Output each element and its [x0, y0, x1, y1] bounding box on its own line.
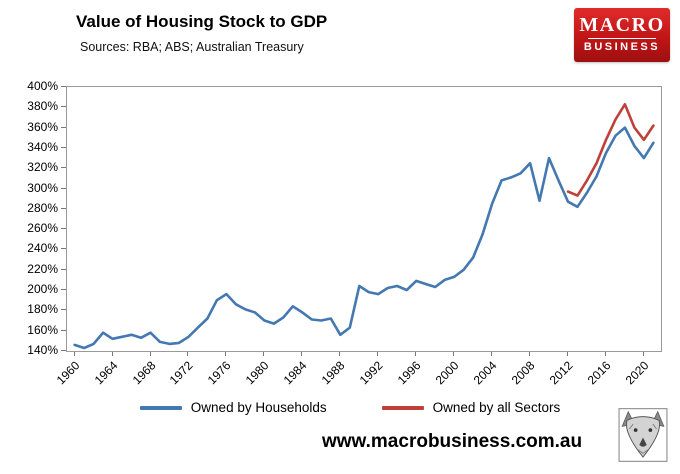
x-axis-label: 1980	[243, 358, 272, 388]
plot-area	[66, 86, 662, 352]
x-axis-label: 2012	[546, 358, 576, 388]
x-axis-tick	[453, 352, 455, 356]
y-axis-label: 180%	[27, 302, 58, 317]
y-axis-tick	[61, 248, 66, 250]
x-axis-label: 2008	[508, 358, 538, 388]
legend-item-all-sectors: Owned by all Sectors	[381, 400, 561, 415]
legend: Owned by Households Owned by all Sectors	[40, 400, 660, 415]
y-axis-tick	[61, 268, 66, 270]
x-axis-label: 2016	[584, 358, 614, 388]
x-axis-label: 1996	[394, 358, 424, 388]
y-axis-label: 400%	[27, 79, 58, 93]
legend-swatch-all-sectors	[381, 405, 424, 410]
x-axis-label: 2020	[622, 358, 652, 388]
legend-swatch-households	[139, 405, 182, 410]
legend-label-all-sectors: Owned by all Sectors	[432, 400, 561, 415]
y-axis-label: 200%	[27, 282, 58, 297]
logo-text-business: BUSINESS	[583, 41, 661, 53]
x-axis-label: 1988	[318, 358, 348, 388]
x-axis-label: 1976	[205, 358, 234, 388]
x-axis-tick	[73, 352, 75, 356]
y-axis-label: 300%	[27, 180, 58, 195]
x-axis-tick	[491, 352, 493, 356]
series-owned-by-households	[73, 126, 655, 350]
x-axis-label: 1964	[91, 358, 121, 388]
y-axis-label: 260%	[27, 221, 58, 236]
x-axis-tick	[339, 352, 341, 356]
y-axis-tick	[61, 126, 66, 128]
x-axis-tick	[604, 352, 606, 356]
x-axis-label: 1968	[129, 358, 158, 388]
y-axis-label: 340%	[27, 139, 58, 154]
logo-divider	[588, 38, 656, 39]
chart-sources: Sources: RBA; ABS; Australian Treasury	[80, 40, 304, 54]
site-url: www.macrobusiness.com.au	[322, 431, 583, 452]
y-axis-tick	[61, 329, 66, 331]
x-axis-label: 1984	[281, 358, 310, 388]
y-axis-tick	[61, 289, 66, 291]
page-title: Value of Housing Stock to GDP	[76, 12, 328, 31]
y-axis-label: 320%	[27, 160, 58, 175]
x-axis-label: 1992	[356, 358, 386, 388]
macrobusiness-logo: MACRO BUSINESS	[574, 8, 670, 62]
x-axis-tick	[225, 352, 227, 356]
legend-item-households: Owned by Households	[139, 400, 327, 415]
x-axis-tick	[415, 352, 417, 356]
line-chart	[73, 102, 655, 350]
y-axis-tick	[61, 207, 66, 209]
y-axis-tick	[61, 309, 66, 311]
y-axis-tick	[61, 350, 66, 351]
y-axis-tick	[61, 86, 66, 87]
y-axis-label: 280%	[27, 200, 58, 215]
y-axis-tick	[61, 228, 66, 230]
x-axis-label: 1972	[167, 358, 196, 388]
x-axis-tick	[642, 352, 644, 356]
x-axis-tick	[111, 352, 113, 356]
chart-area: 400% 380% 360% 340% 320% 300% 280% 260% 240% 220%…	[0, 76, 680, 398]
wolf-logo-icon	[618, 408, 668, 462]
x-axis-tick	[187, 352, 189, 356]
x-axis-tick	[263, 352, 265, 356]
x-axis-tick	[567, 352, 568, 356]
series-owned-by-all-sectors	[566, 102, 655, 197]
y-axis-label: 160%	[27, 322, 58, 337]
y-axis-tick	[61, 167, 66, 169]
y-axis-tick	[61, 106, 66, 108]
x-axis-tick	[529, 352, 531, 356]
y-axis-label: 140%	[27, 343, 58, 357]
x-axis-tick	[301, 352, 303, 356]
x-axis-label: 1960	[53, 358, 83, 388]
x-axis-tick	[149, 352, 151, 356]
y-axis-tick	[61, 146, 66, 148]
x-axis-tick	[377, 352, 379, 356]
x-axis-label: 2000	[432, 358, 462, 388]
y-axis-label: 220%	[27, 261, 58, 276]
y-axis-tick	[61, 187, 66, 189]
y-axis-label: 360%	[27, 119, 58, 134]
x-axis-label: 2004	[470, 358, 500, 388]
legend-label-households: Owned by Households	[190, 400, 327, 415]
y-axis-label: 240%	[27, 241, 58, 256]
y-axis-label: 380%	[27, 99, 58, 114]
logo-text-macro: MACRO	[579, 14, 665, 36]
